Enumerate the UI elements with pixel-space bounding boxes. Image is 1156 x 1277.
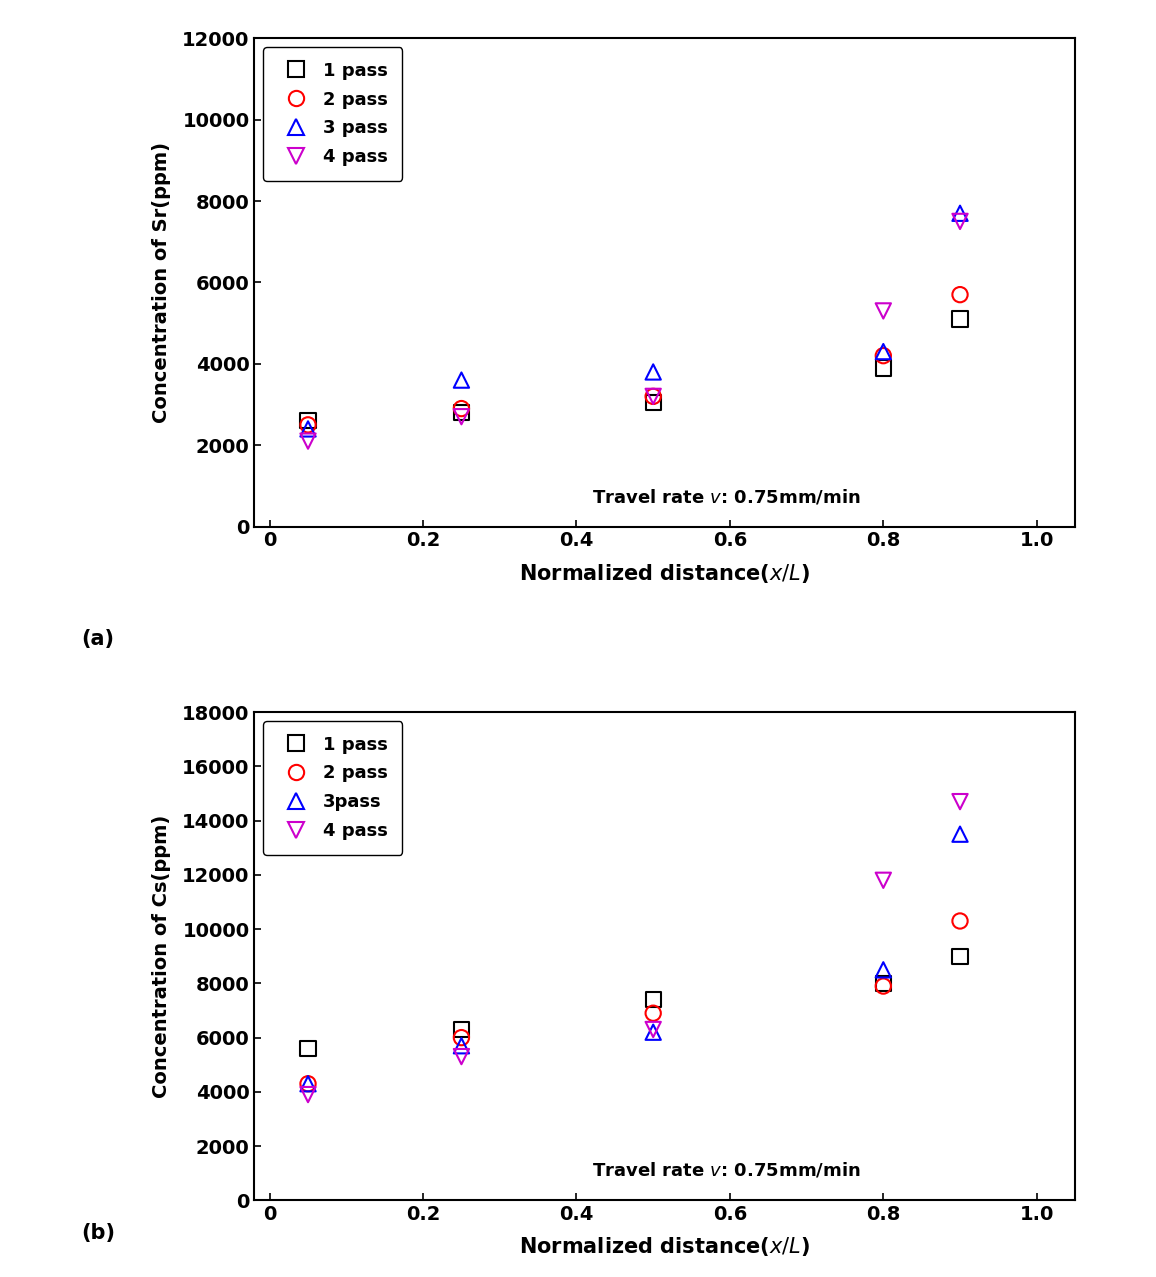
Point: [644, 1022, 662, 1042]
Point: [950, 309, 969, 329]
Point: [298, 1074, 317, 1094]
Point: [298, 411, 317, 432]
Legend: 1 pass, 2 pass, 3 pass, 4 pass: 1 pass, 2 pass, 3 pass, 4 pass: [264, 47, 402, 181]
Point: [452, 1046, 470, 1066]
Point: [298, 1038, 317, 1059]
Point: [452, 1028, 470, 1048]
Point: [644, 386, 662, 406]
Legend: 1 pass, 2 pass, 3pass, 4 pass: 1 pass, 2 pass, 3pass, 4 pass: [264, 722, 402, 854]
Text: Travel rate $v$: 0.75mm/min: Travel rate $v$: 0.75mm/min: [592, 1161, 860, 1180]
Point: [874, 870, 892, 890]
Point: [452, 1036, 470, 1056]
Point: [950, 792, 969, 812]
Text: (b): (b): [81, 1222, 114, 1243]
Point: [644, 361, 662, 382]
Point: [298, 419, 317, 439]
Point: [950, 211, 969, 231]
Point: [452, 370, 470, 391]
Point: [950, 824, 969, 844]
X-axis label: Normalized distance($x/L$): Normalized distance($x/L$): [519, 1235, 810, 1258]
Point: [950, 203, 969, 223]
Point: [452, 398, 470, 419]
Point: [874, 300, 892, 321]
Point: [874, 358, 892, 378]
Point: [452, 402, 470, 423]
X-axis label: Normalized distance($x/L$): Normalized distance($x/L$): [519, 562, 810, 585]
Y-axis label: Concentration of Sr(ppm): Concentration of Sr(ppm): [151, 142, 171, 423]
Point: [298, 430, 317, 451]
Point: [298, 415, 317, 435]
Point: [874, 341, 892, 361]
Point: [644, 386, 662, 406]
Point: [452, 1019, 470, 1039]
Text: Travel rate $v$: 0.75mm/min: Travel rate $v$: 0.75mm/min: [592, 487, 860, 506]
Y-axis label: Concentration of Cs(ppm): Concentration of Cs(ppm): [151, 815, 171, 1098]
Point: [644, 392, 662, 412]
Point: [452, 406, 470, 427]
Point: [644, 990, 662, 1010]
Point: [874, 346, 892, 366]
Point: [874, 973, 892, 994]
Point: [950, 946, 969, 967]
Point: [644, 1002, 662, 1023]
Point: [298, 1074, 317, 1094]
Point: [298, 1084, 317, 1105]
Point: [950, 911, 969, 931]
Point: [644, 1019, 662, 1039]
Point: [874, 976, 892, 996]
Point: [874, 959, 892, 979]
Text: (a): (a): [81, 628, 114, 649]
Point: [950, 285, 969, 305]
